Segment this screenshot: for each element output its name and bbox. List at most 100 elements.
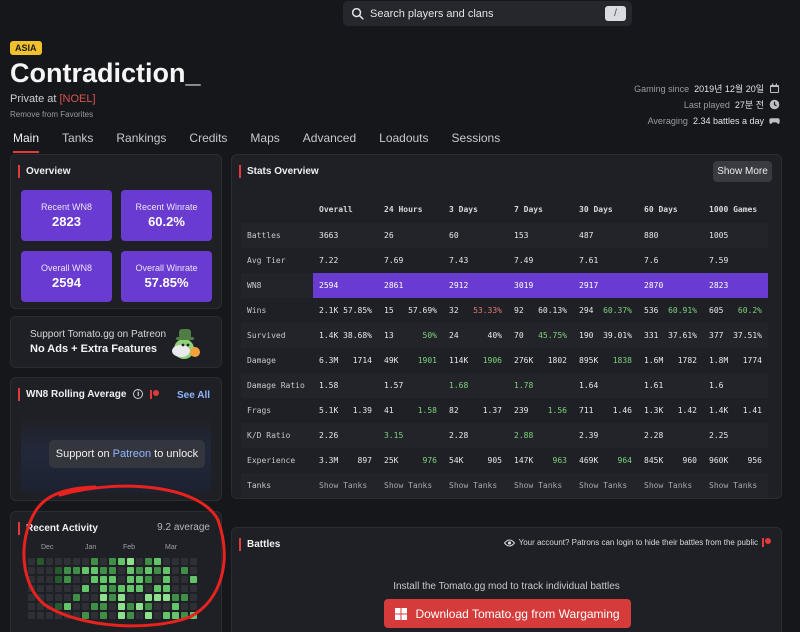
activity-cell bbox=[109, 603, 116, 610]
cell-avg: 1802 bbox=[547, 356, 567, 365]
unlock-pre: Support on bbox=[55, 448, 110, 460]
cell-count: 1.4K bbox=[319, 331, 339, 340]
cell: 2.88 bbox=[508, 423, 573, 448]
activity-cell bbox=[136, 603, 143, 610]
see-all-link[interactable]: See All bbox=[177, 390, 210, 401]
recent-activity-title: Recent Activity bbox=[18, 522, 98, 535]
activity-cell bbox=[82, 558, 89, 565]
show-tanks-link[interactable]: Show Tanks bbox=[313, 473, 378, 498]
cell-total: 114K bbox=[449, 356, 469, 365]
tab-tanks[interactable]: Tanks bbox=[62, 131, 94, 145]
tab-main[interactable]: Main bbox=[13, 131, 40, 153]
activity-cell bbox=[64, 585, 71, 592]
search-input[interactable]: Search players and clans bbox=[370, 7, 494, 20]
month-label: Mar bbox=[165, 544, 178, 551]
activity-cell bbox=[91, 558, 98, 565]
activity-cell bbox=[190, 585, 197, 592]
cell-total: 82 bbox=[449, 406, 459, 415]
cell: 3663 bbox=[313, 223, 378, 248]
row-wins: Wins 2.1K 57.85% 15 57.69% 32 53.33% 92 60.1… bbox=[241, 298, 768, 323]
activity-cell bbox=[181, 558, 188, 565]
activity-cell bbox=[73, 585, 80, 592]
patreon-promo-card[interactable]: Support Tomato.gg on Patreon No Ads + Ex… bbox=[10, 316, 222, 368]
row-label: Experience bbox=[247, 456, 296, 465]
cell-count: 70 bbox=[514, 331, 524, 340]
cell: 1.64 bbox=[573, 373, 638, 398]
cell-count: 377 bbox=[709, 331, 724, 340]
activity-cell bbox=[145, 612, 152, 619]
remove-favorites-link[interactable]: Remove from Favorites bbox=[10, 110, 94, 119]
clan-link[interactable]: [NOEL] bbox=[59, 93, 96, 105]
col-header: Overall bbox=[319, 204, 353, 214]
tab-sessions[interactable]: Sessions bbox=[451, 131, 501, 145]
cell-rate: 50% bbox=[422, 331, 437, 340]
corner-cell bbox=[241, 195, 313, 223]
activity-cell bbox=[127, 576, 134, 583]
show-tanks-link[interactable]: Show Tanks bbox=[508, 473, 573, 498]
cell: 60 bbox=[443, 223, 508, 248]
cell-count: 32 bbox=[449, 306, 459, 315]
activity-cell bbox=[82, 585, 89, 592]
activity-cell bbox=[118, 603, 125, 610]
activity-cell bbox=[172, 612, 179, 619]
show-tanks-link[interactable]: Show Tanks bbox=[378, 473, 443, 498]
last-played: Last played 27분 전 bbox=[684, 98, 780, 111]
activity-cell bbox=[46, 576, 53, 583]
show-tanks-link[interactable]: Show Tanks bbox=[638, 473, 703, 498]
activity-cell bbox=[55, 612, 62, 619]
cell-avg: 1901 bbox=[417, 356, 437, 365]
row-label: Wins bbox=[247, 306, 267, 315]
search-bar[interactable]: Search players and clans / bbox=[343, 1, 632, 26]
cell-total: 469K bbox=[579, 456, 599, 465]
gamepad-icon bbox=[769, 115, 780, 126]
activity-cell bbox=[163, 567, 170, 574]
activity-cell bbox=[100, 603, 107, 610]
cell-avg: 1782 bbox=[677, 356, 697, 365]
tab-credits[interactable]: Credits bbox=[189, 131, 228, 145]
activity-cell bbox=[172, 585, 179, 592]
row-avg-tier: Avg Tier 7.22 7.69 7.43 7.49 7.61 7.6 7.… bbox=[241, 248, 768, 273]
unlock-button[interactable]: Support on Patreon to unlock bbox=[49, 440, 205, 468]
activity-cell bbox=[181, 576, 188, 583]
last-played-label: Last played bbox=[683, 99, 730, 110]
activity-cell bbox=[91, 603, 98, 610]
cell: 2.26 bbox=[313, 423, 378, 448]
row-survived: Survived 1.4K 38.68% 13 50% 24 40% 70 45.75%… bbox=[241, 323, 768, 348]
cell-total: 845K bbox=[644, 456, 664, 465]
activity-cell bbox=[163, 585, 170, 592]
cell-count: 2.1K bbox=[319, 306, 339, 315]
activity-cell bbox=[55, 567, 62, 574]
cell: 880 bbox=[638, 223, 703, 248]
tab-rankings[interactable]: Rankings bbox=[116, 131, 167, 145]
battles-title: Battles bbox=[239, 538, 280, 551]
show-tanks-link[interactable]: Show Tanks bbox=[443, 473, 508, 498]
overall-winrate-tile: Overall Winrate 57.85% bbox=[121, 251, 212, 302]
cell: 2870 bbox=[638, 273, 703, 298]
tile-label: Overall WN8 bbox=[40, 263, 92, 273]
activity-cell bbox=[136, 567, 143, 574]
activity-months: Dec Jan Feb Mar bbox=[29, 544, 199, 554]
activity-cell bbox=[91, 612, 98, 619]
activity-cell bbox=[181, 594, 188, 601]
activity-cell bbox=[163, 576, 170, 583]
activity-cell bbox=[145, 567, 152, 574]
activity-cell bbox=[100, 594, 107, 601]
show-tanks-link[interactable]: Show Tanks bbox=[703, 473, 768, 498]
download-mod-button[interactable]: Download Tomato.gg from Wargaming bbox=[384, 599, 631, 628]
patreon-link[interactable]: Patreon bbox=[112, 448, 152, 460]
tab-advanced[interactable]: Advanced bbox=[302, 131, 357, 145]
tab-maps[interactable]: Maps bbox=[250, 131, 280, 145]
cell: 1.6 bbox=[703, 373, 768, 398]
download-label: Download Tomato.gg from Wargaming bbox=[415, 606, 620, 621]
info-icon[interactable]: i bbox=[133, 389, 144, 400]
cell-total: 147K bbox=[514, 456, 534, 465]
tab-loadouts[interactable]: Loadouts bbox=[379, 131, 429, 145]
show-more-button[interactable]: Show More bbox=[713, 161, 772, 182]
cell: 2823 bbox=[703, 273, 768, 298]
windows-icon bbox=[395, 607, 408, 620]
activity-cell bbox=[118, 585, 125, 592]
activity-cell bbox=[145, 594, 152, 601]
show-tanks-link[interactable]: Show Tanks bbox=[573, 473, 638, 498]
wn8-rolling-title-text: WN8 Rolling Average bbox=[26, 389, 127, 400]
activity-cell bbox=[64, 567, 71, 574]
